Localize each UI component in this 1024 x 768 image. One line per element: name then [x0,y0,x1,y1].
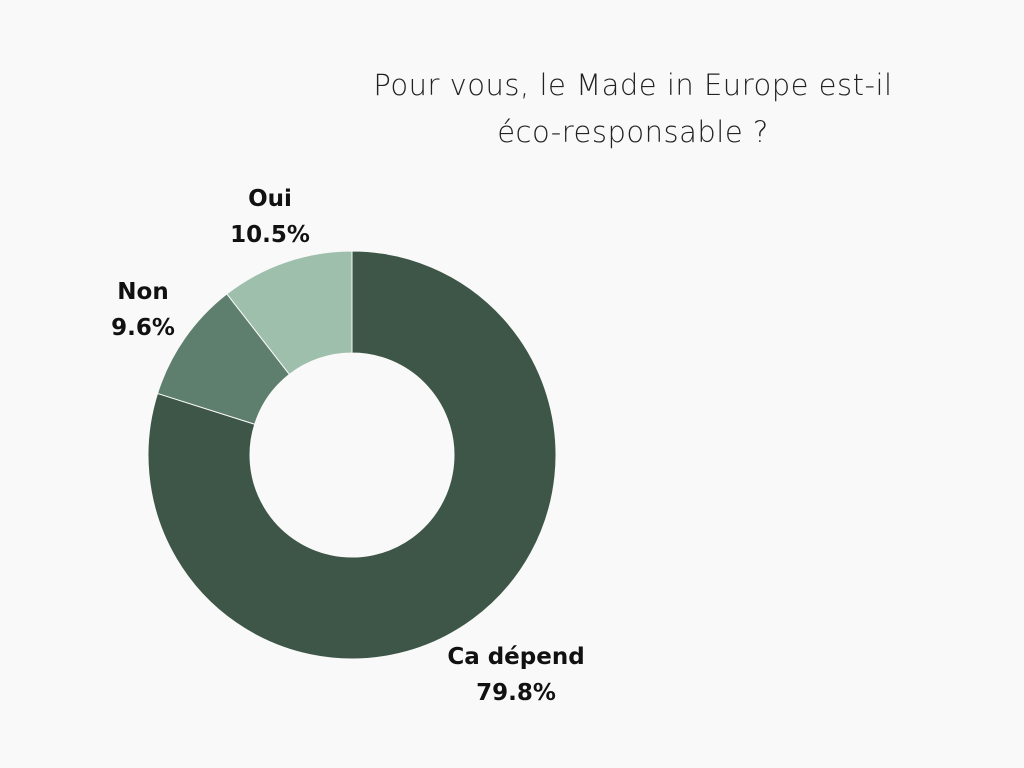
slice-value-label: 9.6% [111,315,175,341]
slice-oui [226,250,353,376]
slice-label: Oui [248,186,292,212]
slice-label: Non [117,279,168,305]
slice-value-label: 79.8% [476,680,556,706]
slice-label: Ca dépend [447,644,584,670]
chart-title-line-2: éco-responsable ? [497,115,769,149]
slice-ca-d-pend [147,250,557,660]
chart-title: Pour vous, le Made in Europe est-il éco-… [300,62,966,156]
chart-title-line-1: Pour vous, le Made in Europe est-il [373,68,893,102]
slice-value-label: 10.5% [230,222,310,248]
